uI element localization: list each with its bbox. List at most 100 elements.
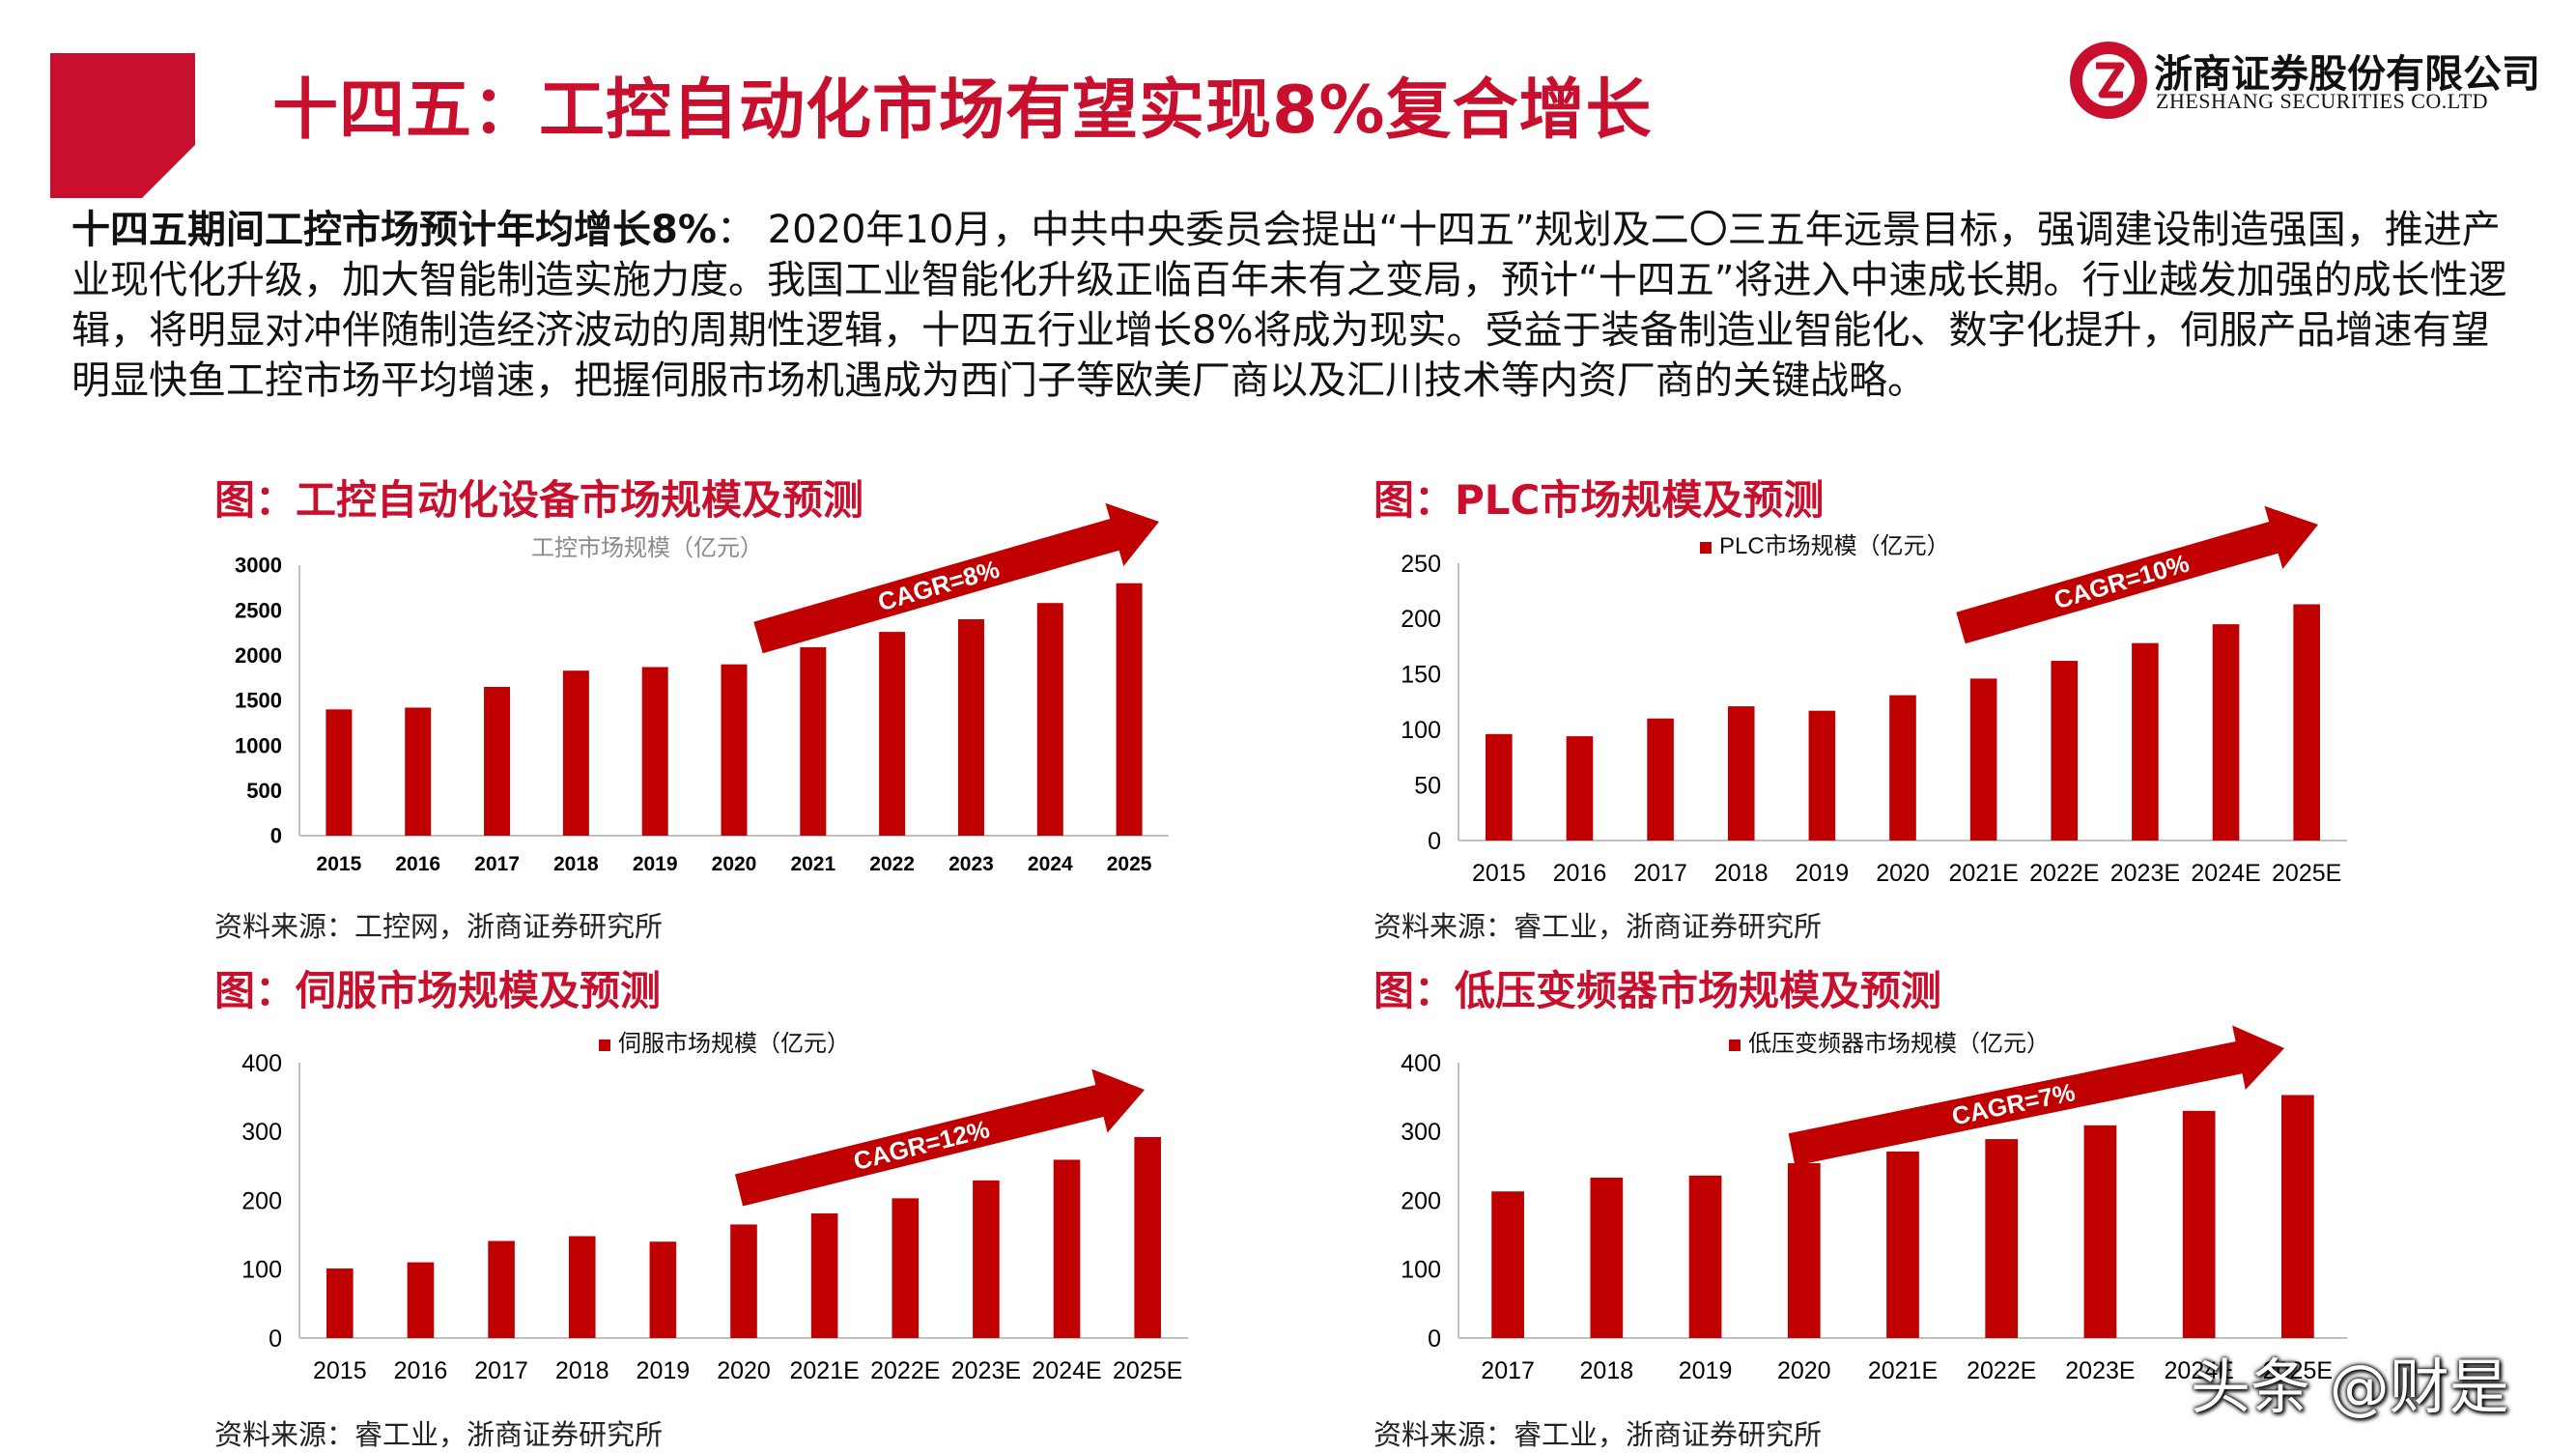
chart-3-cagr-arrow xyxy=(734,1068,1145,1207)
chart-3-heading: 图：伺服市场规模及预测 xyxy=(214,967,662,1014)
chart-1-category-label: 2017 xyxy=(474,853,520,875)
chart-3-category-label: 2019 xyxy=(637,1357,691,1384)
chart-1-y-tick-label: 3000 xyxy=(235,554,282,578)
chart-4-bar xyxy=(2281,1095,2314,1338)
chart-1-cagr-arrow xyxy=(753,502,1159,654)
chart-2-category-label: 2022E xyxy=(2029,860,2099,887)
chart-low-voltage-inverter-market: 0 100 200 300 400 2017 2018 2019 2020 2021E 2022E 2… xyxy=(1401,1025,2347,1384)
lead-bold-heading: 十四五期间工控市场预计年均增长8% xyxy=(71,208,717,252)
chart-2-y-tick-label: 0 xyxy=(1428,828,1441,855)
chart-4-y-tick-label: 200 xyxy=(1401,1187,1441,1214)
chart-3-category-label: 2015 xyxy=(313,1357,367,1384)
chart-4-bar xyxy=(2182,1110,2216,1338)
chart-3-y-tick-label: 300 xyxy=(241,1119,282,1146)
logo-english-name: ZHESHANG SECURITIES CO.LTD xyxy=(2156,89,2489,113)
chart-1-y-tick-label: 2000 xyxy=(235,643,282,668)
chart-2-cagr-arrow xyxy=(1956,505,2318,644)
lead-body-text: ： 2020年10月，中共中央委员会提出“十四五”规划及二〇三五年远景目标，强调… xyxy=(71,208,2507,403)
chart-3-bar xyxy=(730,1224,757,1338)
chart-3-category-label: 2020 xyxy=(717,1357,771,1384)
chart-1-bar xyxy=(562,670,589,836)
chart-4-bar xyxy=(1886,1151,1919,1338)
chart-4-category-label: 2019 xyxy=(1679,1357,1733,1384)
chart-2-bar xyxy=(2212,624,2240,840)
chart-2-source: 资料来源：睿工业，浙商证券研究所 xyxy=(1373,910,1823,943)
chart-2-category-label: 2020 xyxy=(1876,860,1930,887)
chart-2-heading: 图：PLC市场规模及预测 xyxy=(1373,476,1825,524)
chart-1-y-tick-label: 0 xyxy=(270,824,282,848)
chart-1-category-label: 2019 xyxy=(633,853,678,875)
chart-3-bar xyxy=(810,1213,838,1338)
chart-3-category-label: 2024E xyxy=(1032,1357,1101,1384)
chart-1-bar xyxy=(957,619,984,836)
chart-1-bar xyxy=(405,707,432,836)
chart-1-bar xyxy=(721,664,748,836)
chart-4-bar xyxy=(1787,1163,1821,1338)
corner-accent-shape xyxy=(50,53,195,198)
chart-2-y-tick-label: 200 xyxy=(1401,606,1441,633)
chart-3-category-label: 2017 xyxy=(474,1357,528,1384)
chart-4-category-label: 2022E xyxy=(1967,1357,2036,1384)
logo-chinese-name: 浙商证券股份有限公司 xyxy=(2154,52,2540,97)
chart-2-bar xyxy=(1486,733,1513,840)
chart-1-plot-title: 工控市场规模（亿元） xyxy=(531,535,763,561)
chart-1-heading: 图：工控自动化设备市场规模及预测 xyxy=(214,476,864,524)
chart-2-bar xyxy=(2132,642,2159,840)
chart-3-category-label: 2018 xyxy=(555,1357,609,1384)
chart-2-bar xyxy=(1727,706,1755,840)
chart-3-source: 资料来源：睿工业，浙商证券研究所 xyxy=(214,1418,664,1451)
chart-3-bar xyxy=(892,1198,920,1338)
chart-1-bar xyxy=(800,646,827,836)
chart-2-y-tick-label: 250 xyxy=(1401,551,1441,578)
chart-4-bar xyxy=(1590,1177,1624,1338)
chart-3-category-label: 2023E xyxy=(951,1357,1021,1384)
chart-2-bar xyxy=(1808,710,1836,840)
chart-1-category-label: 2021 xyxy=(790,853,835,875)
chart-2-legend-swatch xyxy=(1700,542,1712,554)
chart-2-bar xyxy=(1969,678,1997,840)
chart-4-bar xyxy=(1688,1175,1722,1338)
chart-1-category-label: 2018 xyxy=(553,853,599,875)
chart-1-category-label: 2024 xyxy=(1028,853,1073,875)
chart-4-y-tick-label: 100 xyxy=(1401,1257,1441,1284)
chart-4-category-label: 2020 xyxy=(1777,1357,1831,1384)
chart-3-bar xyxy=(973,1180,1000,1338)
chart-1-category-label: 2025 xyxy=(1107,853,1152,875)
chart-3-legend-label: 伺服市场规模（亿元） xyxy=(618,1031,850,1057)
chart-1-bar xyxy=(484,687,511,836)
chart-1-bar xyxy=(326,709,353,836)
chart-3-y-tick-label: 0 xyxy=(269,1325,282,1353)
chart-3-y-tick-label: 200 xyxy=(241,1187,282,1214)
chart-4-category-label: 2018 xyxy=(1580,1357,1634,1384)
chart-1-y-tick-label: 2500 xyxy=(235,598,282,622)
chart-2-category-label: 2025E xyxy=(2272,860,2341,887)
chart-4-bar xyxy=(1985,1139,2019,1338)
chart-4-bar xyxy=(1491,1191,1524,1338)
chart-1-bar xyxy=(879,632,906,836)
chart-2-bar xyxy=(1647,718,1674,840)
chart-2-y-tick-label: 100 xyxy=(1401,717,1441,744)
chart-4-cagr-label: CAGR=7% xyxy=(1949,1077,2078,1130)
chart-2-bar xyxy=(1566,736,1594,840)
chart-3-bar xyxy=(326,1268,354,1338)
chart-1-y-tick-label: 500 xyxy=(246,779,282,803)
chart-1-category-label: 2016 xyxy=(395,853,440,875)
logo-emblem-icon xyxy=(2070,42,2147,119)
chart-3-category-label: 2025E xyxy=(1113,1357,1182,1384)
chart-4-category-label: 2021E xyxy=(1868,1357,1938,1384)
watermark: 头条 @财是 xyxy=(2191,1352,2509,1422)
chart-1-category-label: 2022 xyxy=(869,853,915,875)
chart-3-bar xyxy=(1053,1159,1081,1338)
chart-4-legend-label: 低压变频器市场规模（亿元） xyxy=(1748,1031,2050,1057)
chart-2-category-label: 2021E xyxy=(1948,860,2018,887)
chart-industrial-automation-market: 0 500 1000 1500 2000 2500 3000 2015 2016 2017 2018… xyxy=(235,502,1169,875)
chart-4-category-label: 2017 xyxy=(1481,1357,1535,1384)
chart-2-cagr-label: CAGR=10% xyxy=(2051,548,2192,614)
chart-3-bar xyxy=(568,1236,596,1338)
chart-2-bar xyxy=(2293,604,2320,840)
chart-1-cagr-label: CAGR=8% xyxy=(874,555,1003,617)
chart-4-legend-swatch xyxy=(1729,1040,1741,1051)
chart-4-y-tick-label: 400 xyxy=(1401,1050,1441,1077)
page-title: 十四五：工控自动化市场有望实现8%复合增长 xyxy=(272,72,1653,149)
chart-3-category-label: 2022E xyxy=(870,1357,940,1384)
